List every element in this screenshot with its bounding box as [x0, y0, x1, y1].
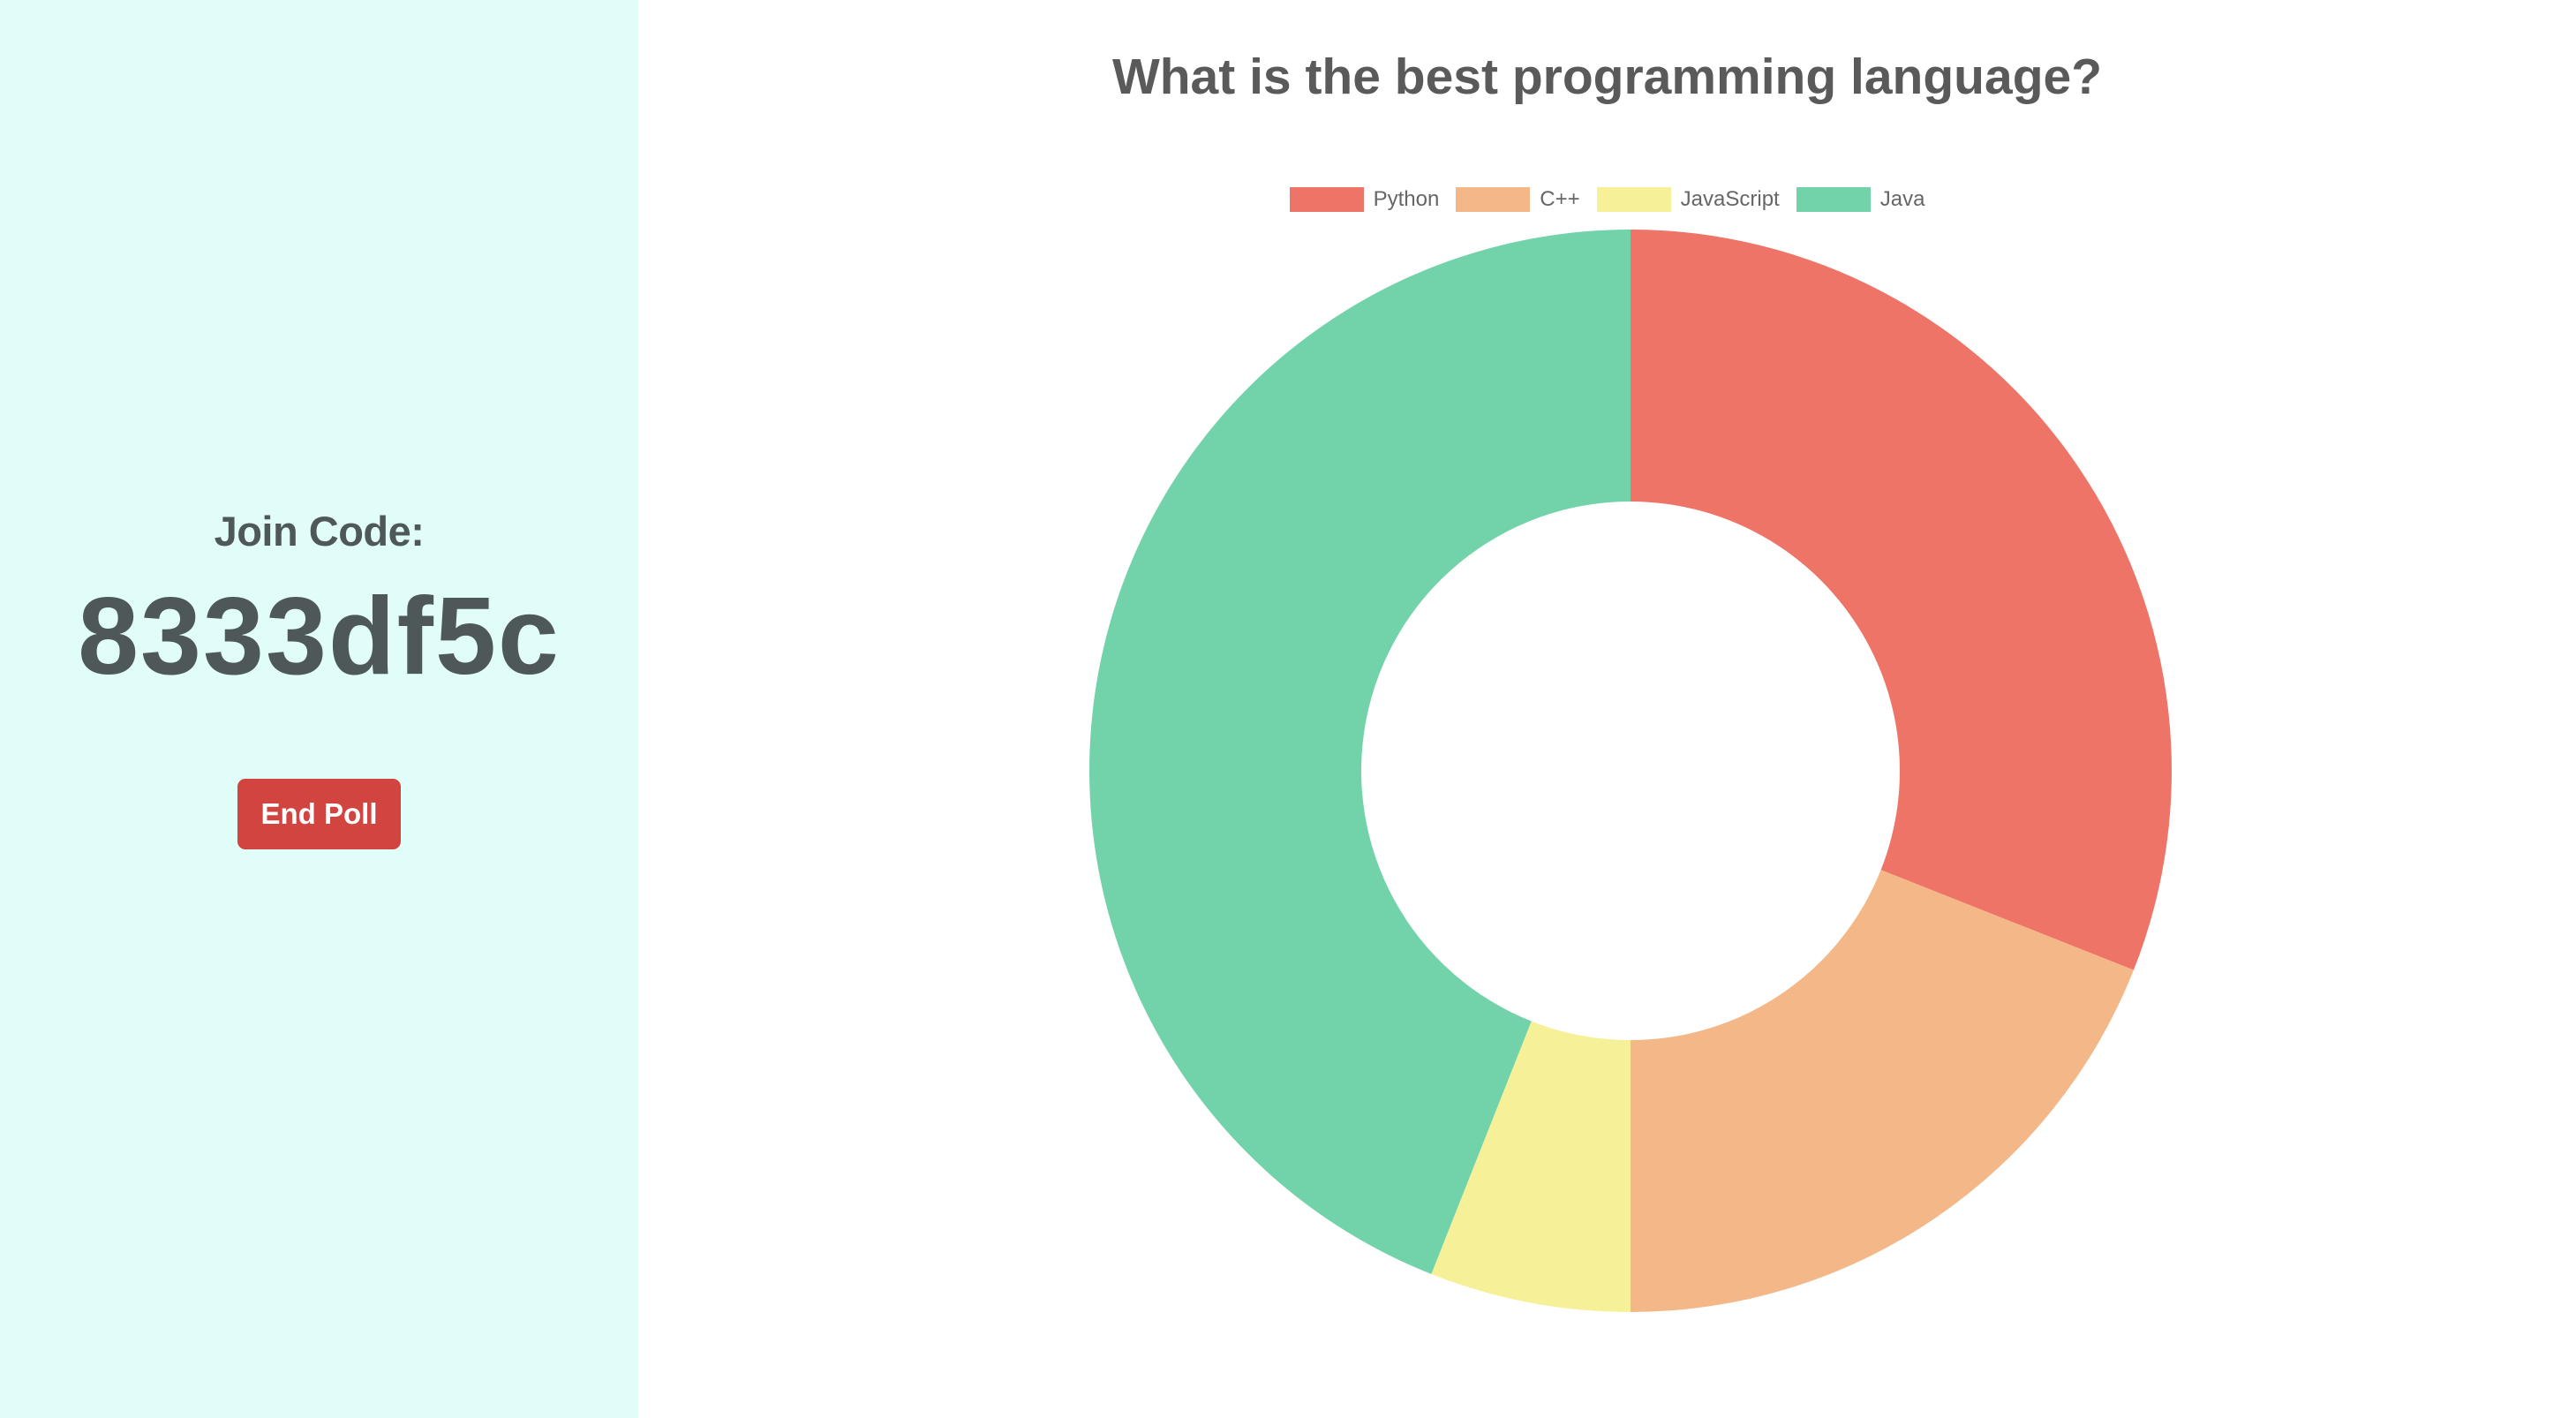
end-poll-button[interactable]: End Poll	[237, 778, 401, 849]
legend-item-python[interactable]: Python	[1289, 187, 1440, 212]
donut-slice-python[interactable]	[1631, 230, 2172, 970]
donut-slice-javascript[interactable]	[1431, 1021, 1631, 1312]
donut-chart	[1089, 230, 2172, 1312]
legend-item-javascript[interactable]: JavaScript	[1596, 187, 1780, 212]
legend-label-java: Java	[1879, 187, 1925, 211]
donut-slice-java[interactable]	[1089, 230, 1631, 1274]
legend-swatch-python	[1289, 187, 1364, 212]
legend-item-java[interactable]: Java	[1796, 187, 1925, 212]
join-code-label: Join Code:	[214, 508, 425, 555]
join-code-panel: Join Code: 8333df5c End Poll	[0, 0, 638, 1418]
legend-label-cpp: C++	[1540, 187, 1580, 211]
join-code-value: 8333df5c	[78, 576, 561, 698]
legend-swatch-javascript	[1596, 187, 1671, 212]
legend-label-javascript: JavaScript	[1680, 187, 1780, 211]
results-area: What is the best programming language? P…	[638, 0, 2576, 1418]
legend-label-python: Python	[1373, 187, 1440, 211]
legend-swatch-java	[1796, 187, 1871, 212]
donut-slice-cpp[interactable]	[1631, 870, 2134, 1312]
legend-item-cpp[interactable]: C++	[1456, 187, 1580, 212]
chart-legend: Python C++ JavaScript Java	[638, 187, 2576, 212]
legend-swatch-cpp	[1456, 187, 1531, 212]
chart-title: What is the best programming language?	[1111, 49, 2103, 105]
